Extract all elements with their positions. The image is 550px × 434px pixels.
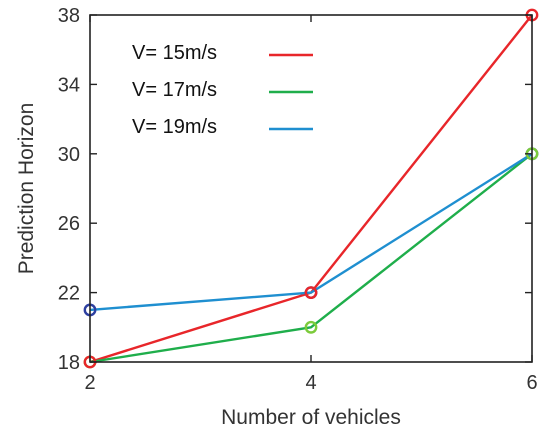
x-tick-label: 2 — [84, 372, 95, 394]
legend: V= 15m/s V= 17m/s V= 19m/s — [132, 42, 313, 138]
x-axis-title: Number of vehicles — [221, 406, 401, 429]
series-2-point — [304, 320, 318, 334]
x-tick-label: 4 — [305, 372, 316, 394]
series-line-1 — [89, 14, 533, 364]
y-tick-label: 26 — [58, 213, 80, 235]
plot-frame — [89, 14, 533, 363]
y-tick-label: 38 — [58, 5, 80, 27]
series-line-2 — [89, 152, 533, 364]
x-tick-label: 6 — [526, 372, 537, 394]
series-1-point — [304, 286, 318, 299]
y-tick-label: 22 — [58, 283, 80, 305]
axis-ticks: 18 22 26 30 34 38 2 4 6 — [58, 5, 538, 394]
legend-label: V= 15m/s — [132, 42, 217, 64]
legend-label: V= 19m/s — [132, 116, 217, 138]
y-tick-label: 30 — [58, 144, 80, 166]
y-tick-label: 18 — [58, 352, 80, 374]
y-axis-title: Prediction Horizon — [15, 103, 38, 275]
legend-label: V= 17m/s — [132, 79, 217, 101]
series-lines — [89, 14, 533, 364]
series-line-3 — [89, 152, 533, 312]
y-tick-label: 34 — [58, 74, 80, 96]
